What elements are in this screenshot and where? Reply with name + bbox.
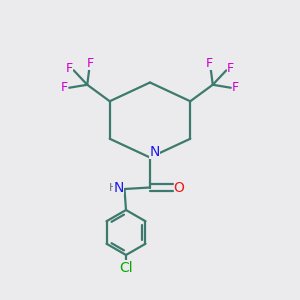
Text: H: H [109, 183, 117, 193]
Text: F: F [61, 81, 68, 94]
Text: N: N [113, 181, 124, 195]
Text: F: F [87, 57, 94, 70]
Text: F: F [66, 62, 73, 75]
Text: O: O [174, 181, 184, 194]
Text: F: F [206, 57, 213, 70]
Text: F: F [232, 81, 239, 94]
Text: Cl: Cl [119, 261, 133, 274]
Text: F: F [227, 62, 234, 75]
Text: N: N [149, 145, 160, 158]
